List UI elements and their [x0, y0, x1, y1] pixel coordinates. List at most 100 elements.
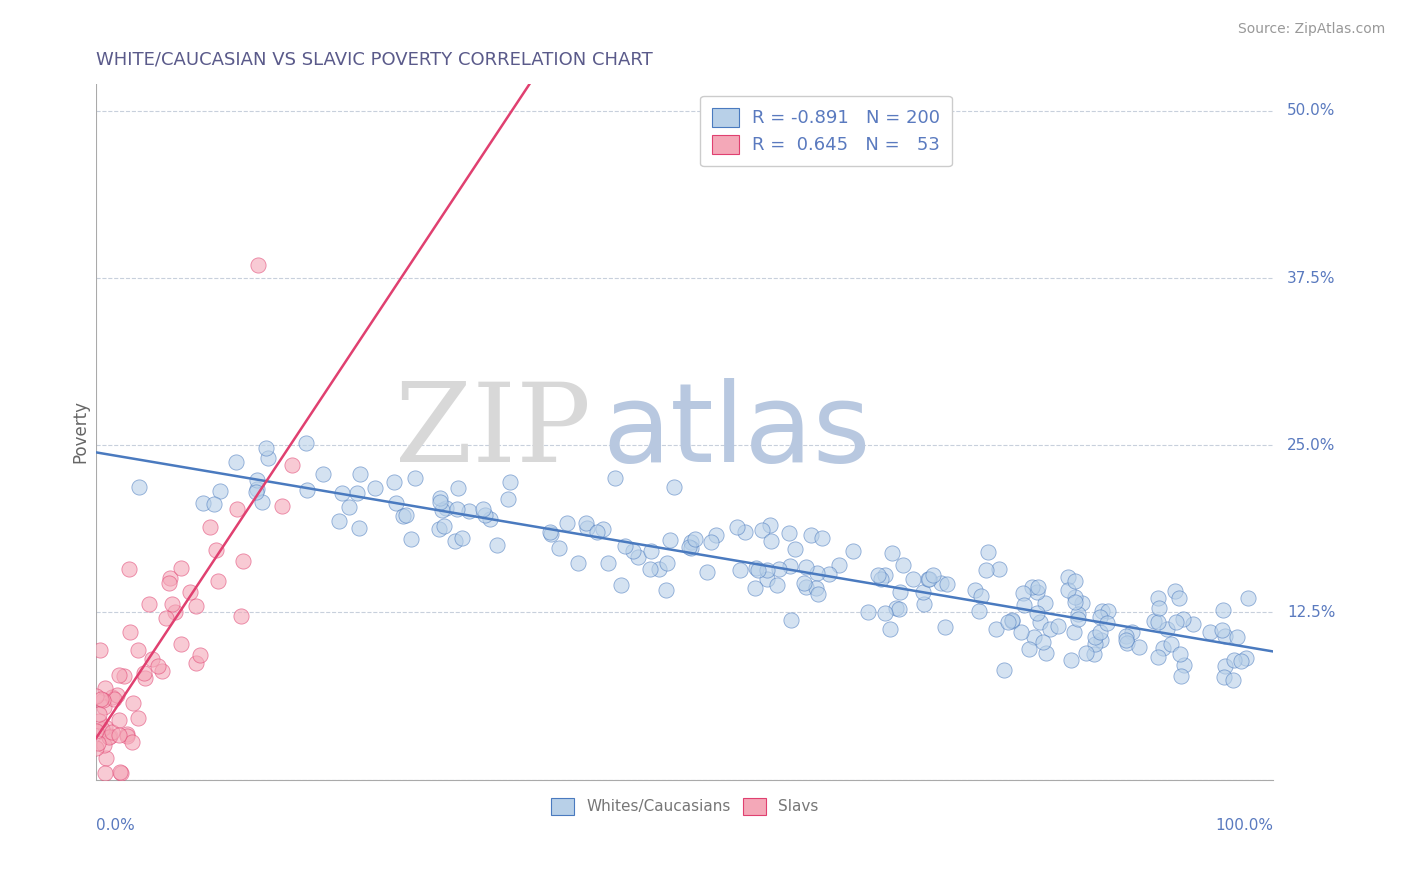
Point [118, 562, 141, 576]
Point [1223, 653, 1246, 667]
Point [891, 558, 914, 573]
Point [198, 519, 221, 533]
Point [108, 667, 131, 681]
Point [974, 563, 997, 577]
Text: 25.0%: 25.0% [1288, 438, 1336, 453]
Point [87, 736, 110, 750]
Point [346, 486, 368, 500]
Point [91, 693, 114, 707]
Point [1091, 604, 1114, 618]
Point [576, 521, 599, 535]
Point [1010, 625, 1032, 640]
Point [458, 504, 481, 518]
Text: 100.0%: 100.0% [1215, 818, 1274, 833]
Point [179, 585, 201, 599]
Point [270, 499, 292, 513]
Point [800, 528, 823, 542]
Point [882, 546, 904, 560]
Point [160, 597, 183, 611]
Point [100, 724, 122, 739]
Point [385, 495, 408, 509]
Point [1143, 614, 1166, 628]
Point [1025, 585, 1047, 599]
Point [638, 562, 661, 576]
Point [117, 729, 139, 743]
Point [1211, 623, 1233, 637]
Point [1064, 594, 1087, 608]
Point [128, 480, 150, 494]
Point [621, 544, 644, 558]
Point [567, 556, 589, 570]
Point [246, 258, 269, 272]
Point [779, 613, 801, 627]
Point [1084, 630, 1107, 644]
Point [678, 540, 700, 554]
Point [936, 576, 959, 591]
Point [1026, 580, 1049, 594]
Point [794, 581, 817, 595]
Point [297, 483, 319, 497]
Point [364, 481, 387, 495]
Point [884, 601, 907, 615]
Point [205, 542, 228, 557]
Point [1213, 658, 1236, 673]
Point [246, 482, 269, 496]
Point [434, 501, 457, 516]
Point [1147, 601, 1170, 615]
Point [399, 533, 422, 547]
Point [429, 495, 451, 509]
Point [725, 519, 748, 533]
Point [1166, 615, 1188, 630]
Point [858, 605, 880, 619]
Point [89, 643, 111, 657]
Point [1213, 669, 1236, 683]
Point [430, 503, 453, 517]
Point [170, 636, 193, 650]
Point [86, 690, 108, 704]
Point [747, 563, 769, 577]
Point [1029, 615, 1052, 629]
Point [229, 609, 252, 624]
Point [170, 561, 193, 575]
Point [592, 522, 614, 536]
Point [337, 500, 360, 515]
Point [918, 572, 941, 586]
Point [281, 458, 304, 472]
Point [134, 666, 156, 681]
Point [751, 523, 773, 537]
Text: Source: ZipAtlas.com: Source: ZipAtlas.com [1237, 22, 1385, 37]
Point [1237, 591, 1260, 606]
Point [94, 720, 117, 734]
Point [165, 605, 187, 619]
Point [138, 597, 160, 611]
Point [1170, 647, 1192, 661]
Point [1199, 624, 1222, 639]
Point [94, 681, 117, 695]
Point [1171, 612, 1194, 626]
Point [188, 648, 211, 662]
Point [257, 451, 280, 466]
Point [993, 663, 1015, 677]
Point [157, 575, 180, 590]
Point [761, 533, 783, 548]
Point [879, 623, 901, 637]
Point [93, 738, 115, 752]
Point [700, 535, 723, 549]
Point [84, 740, 107, 755]
Point [1156, 622, 1178, 636]
Point [1168, 591, 1191, 605]
Point [141, 652, 163, 666]
Point [1063, 624, 1085, 639]
Point [1163, 583, 1185, 598]
Point [605, 471, 627, 485]
Point [929, 575, 952, 590]
Point [1084, 637, 1107, 651]
Point [207, 574, 229, 588]
Point [1064, 574, 1087, 588]
Point [555, 516, 578, 531]
Point [662, 480, 685, 494]
Point [1115, 633, 1137, 648]
Point [1170, 669, 1192, 683]
Point [395, 508, 418, 522]
Point [1035, 646, 1057, 660]
